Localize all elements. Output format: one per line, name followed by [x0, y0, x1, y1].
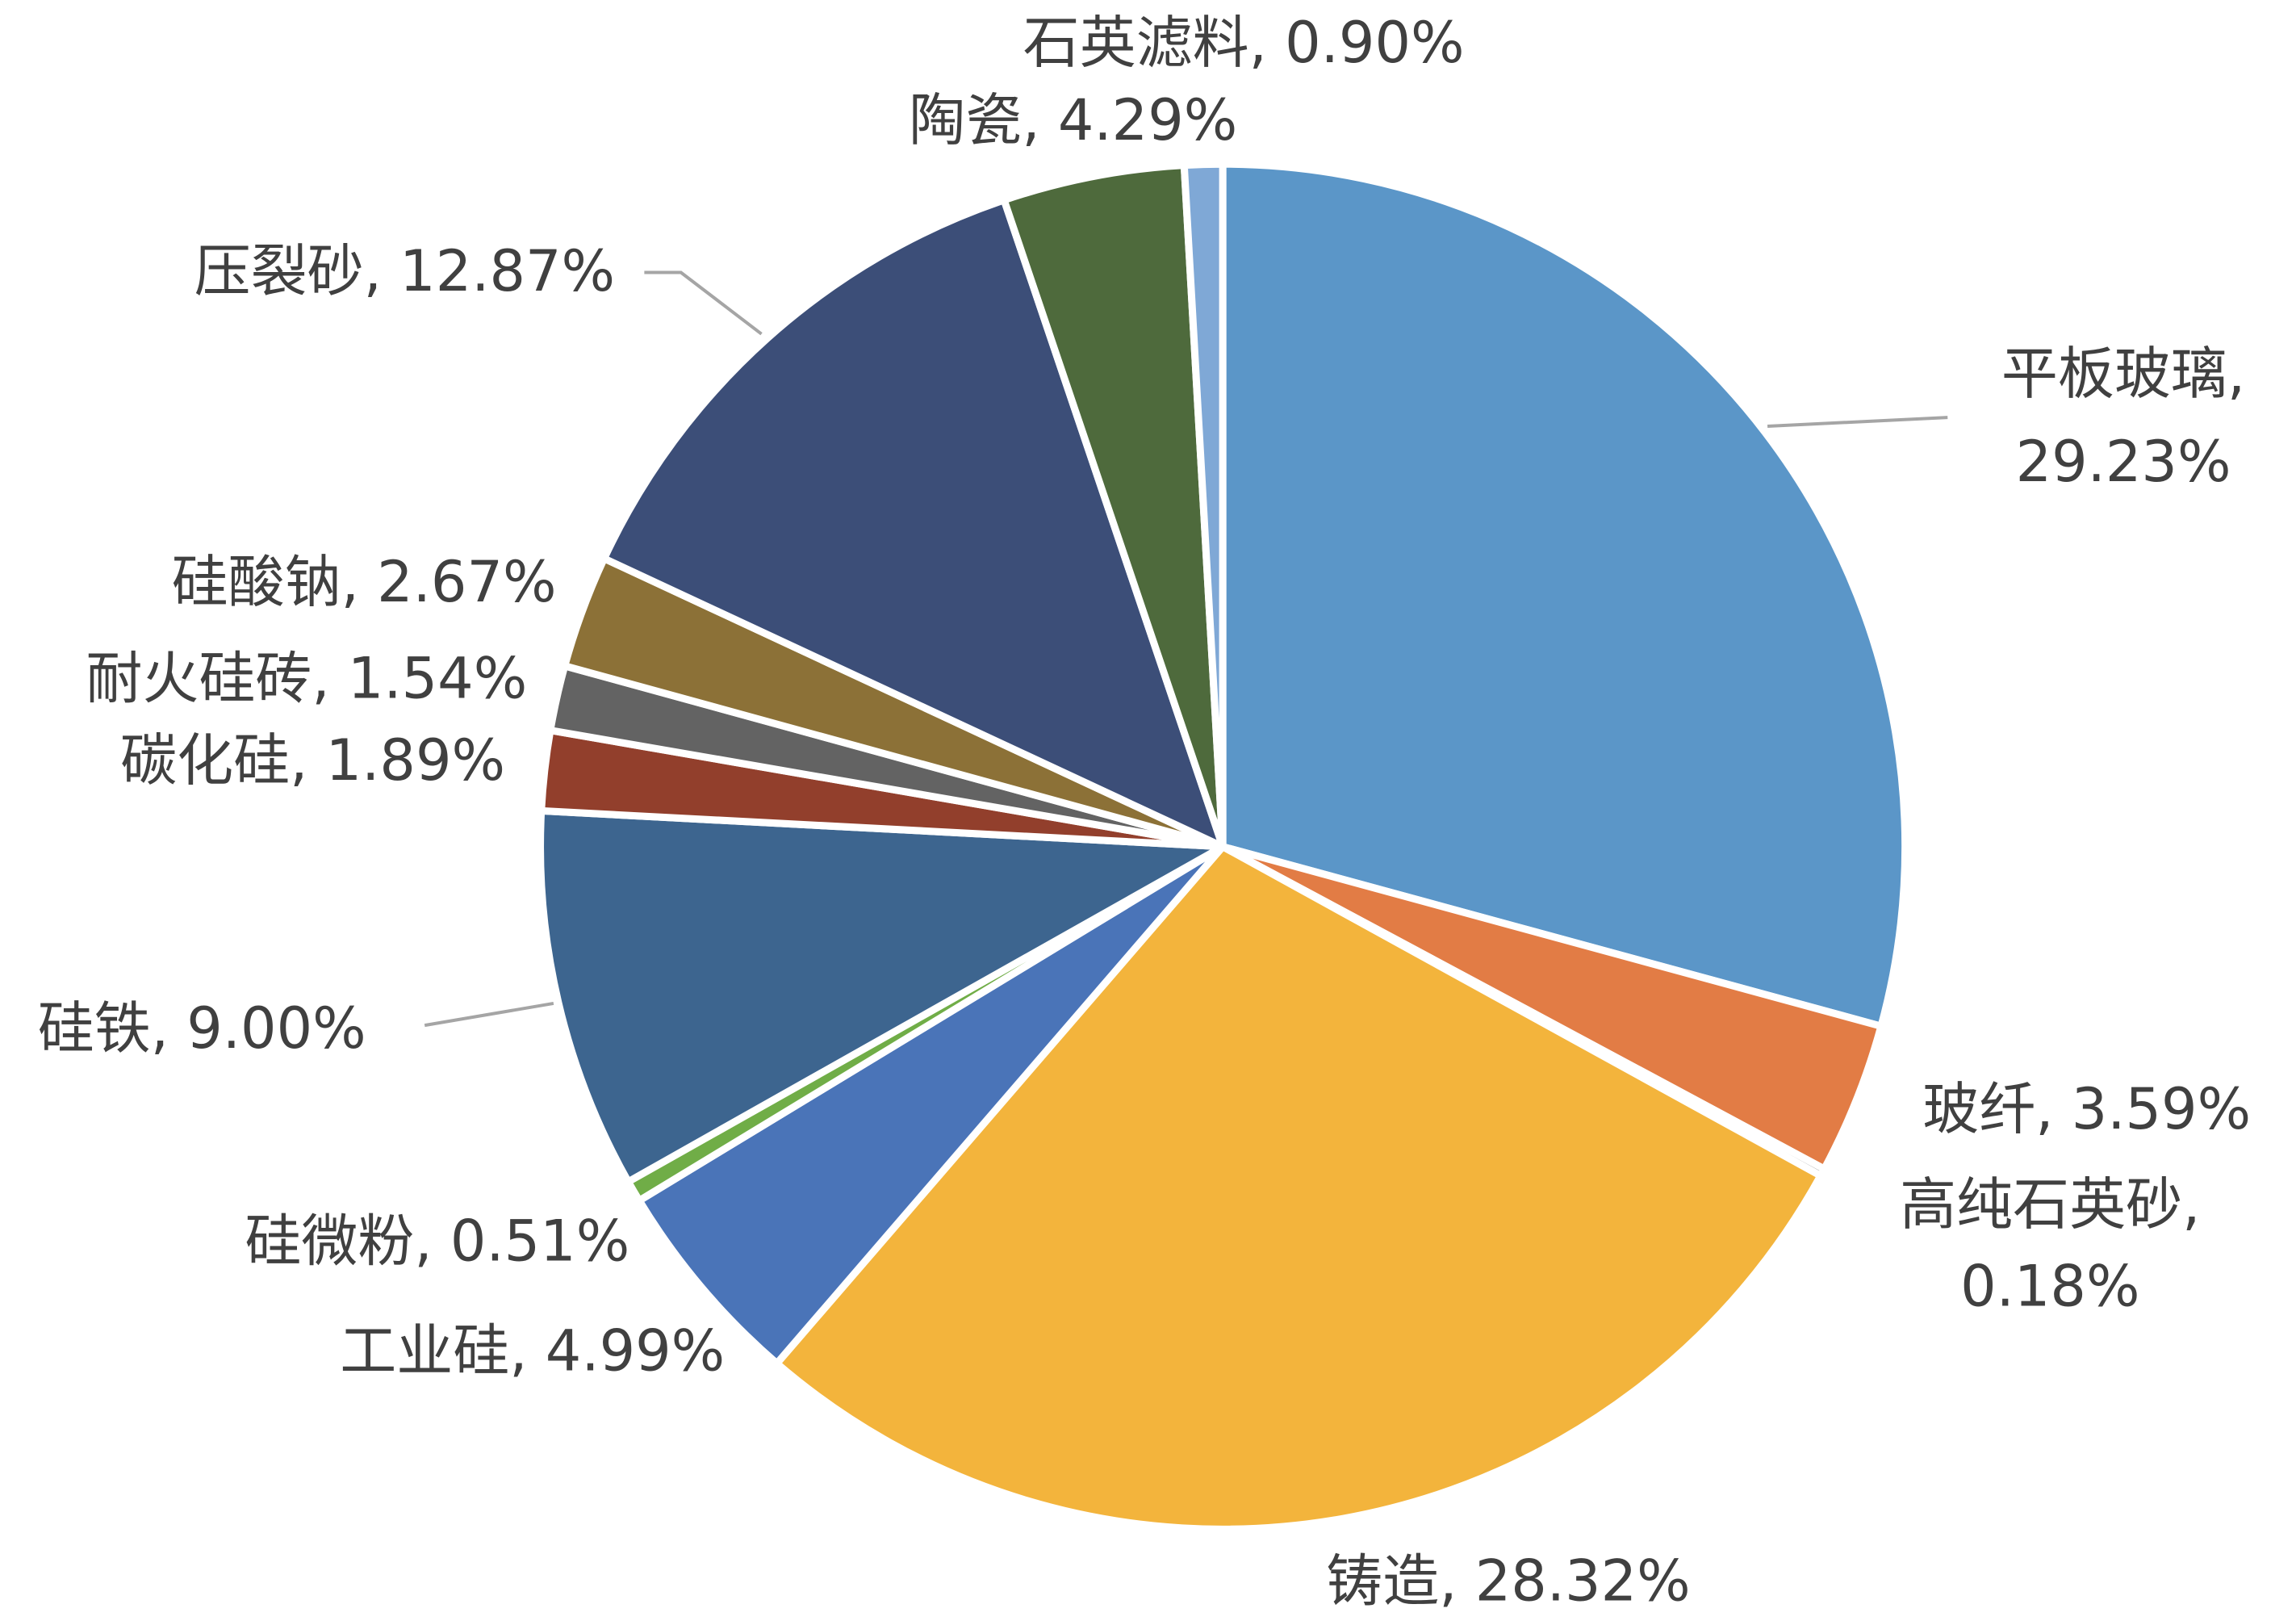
data-label-line: 29.23% — [2016, 429, 2231, 495]
data-label: 硅微粉, 0.51% — [245, 1208, 629, 1274]
pie-slice — [537, 806, 1227, 1186]
data-label: 玻纤, 3.59% — [1922, 1076, 2251, 1142]
data-label-line: 玻纤, 3.59% — [1922, 1076, 2251, 1142]
data-label: 耐火硅砖, 1.54% — [86, 646, 527, 712]
data-label-line: 石英滤料, 0.90% — [1023, 10, 1465, 76]
pie-slice — [1180, 160, 1227, 851]
leader-line — [424, 1001, 554, 1028]
data-label-line: 硅酸钠, 2.67% — [172, 549, 557, 615]
data-label: 铸造, 28.32% — [1326, 1548, 1690, 1614]
data-label: 高纯石英砂, 0.18% — [1900, 1171, 2200, 1320]
data-label: 碳化硅, 1.89% — [120, 727, 505, 794]
data-label: 压裂砂, 12.87% — [194, 238, 615, 304]
data-label-line: 耐火硅砖, 1.54% — [86, 646, 527, 712]
pie-slice — [773, 843, 1825, 1533]
data-label: 硅铁, 9.00% — [38, 995, 366, 1062]
data-label-line: 硅铁, 9.00% — [38, 995, 366, 1062]
data-label-line: 高纯石英砂, — [1900, 1171, 2200, 1238]
data-label-line: 压裂砂, 12.87% — [194, 238, 615, 304]
data-label-line: 硅微粉, 0.51% — [245, 1208, 629, 1274]
data-label-line: 工业硅, 4.99% — [340, 1317, 725, 1384]
leader-line — [644, 270, 763, 336]
pie-slice — [600, 196, 1227, 851]
data-label: 硅酸钠, 2.67% — [172, 549, 557, 615]
pie-slice — [635, 843, 1227, 1368]
pie-slice — [1219, 160, 1909, 1030]
data-label: 石英滤料, 0.90% — [1023, 10, 1465, 76]
data-label-line: 平板玻璃, — [2001, 341, 2245, 407]
data-label: 陶瓷, 4.29% — [909, 87, 1237, 153]
leader-line — [1767, 416, 1948, 429]
data-label: 平板玻璃, 29.23% — [2001, 341, 2245, 495]
data-label-line: 铸造, 28.32% — [1326, 1548, 1690, 1614]
data-label-line: 陶瓷, 4.29% — [909, 87, 1237, 153]
data-label-line: 0.18% — [1960, 1254, 2139, 1320]
pie-slice — [1000, 161, 1227, 851]
data-label: 工业硅, 4.99% — [340, 1317, 725, 1384]
data-label-line: 碳化硅, 1.89% — [120, 727, 505, 794]
